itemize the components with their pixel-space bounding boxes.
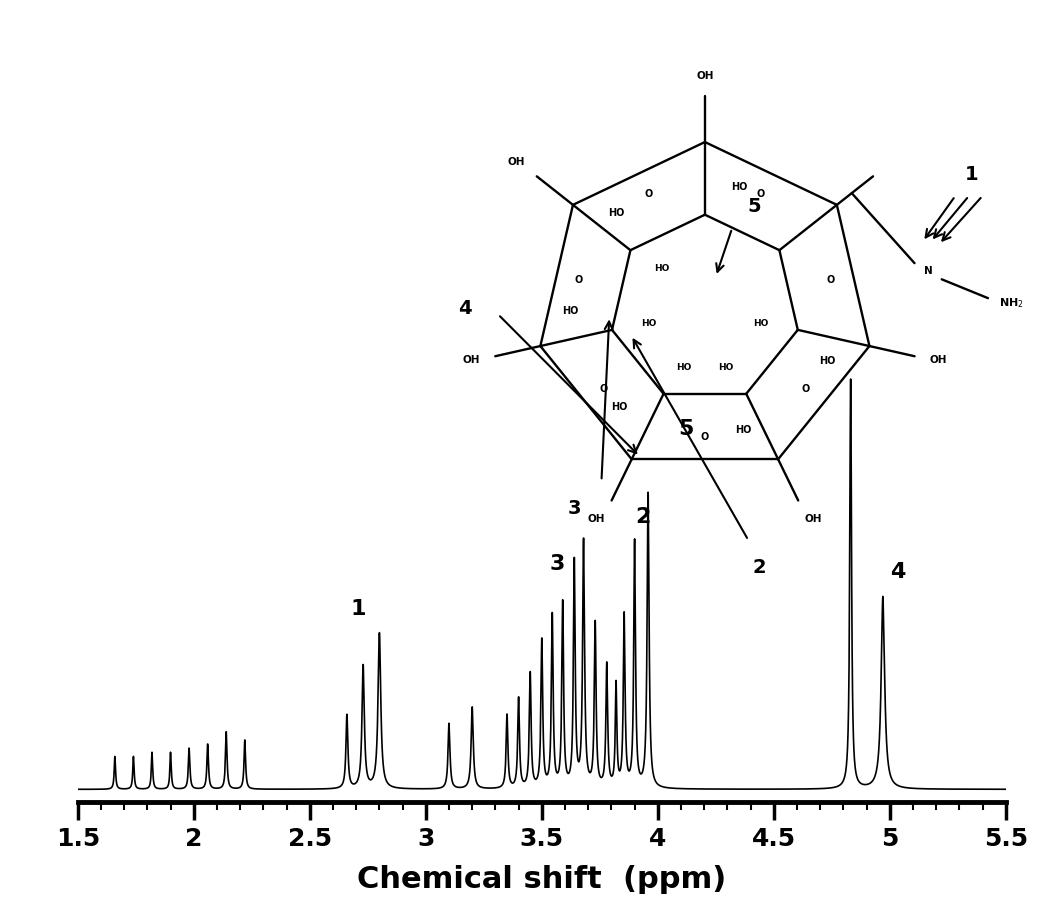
Text: OH: OH: [696, 71, 713, 81]
Text: OH: OH: [507, 157, 525, 167]
Text: HO: HO: [612, 403, 627, 413]
Text: 1: 1: [351, 599, 366, 619]
Text: NH$_2$: NH$_2$: [999, 297, 1024, 311]
Text: 3: 3: [567, 498, 581, 517]
Text: OH: OH: [588, 514, 605, 524]
Text: O: O: [599, 384, 608, 394]
Text: HO: HO: [641, 319, 656, 328]
Text: 2: 2: [753, 558, 766, 577]
Text: N: N: [924, 266, 932, 276]
Text: 2: 2: [635, 507, 650, 527]
Text: O: O: [757, 189, 765, 199]
Text: 5: 5: [747, 197, 761, 216]
Text: O: O: [645, 189, 653, 199]
Text: HO: HO: [819, 356, 836, 366]
Text: HO: HO: [676, 363, 692, 372]
Text: 4: 4: [458, 300, 472, 319]
Text: O: O: [802, 384, 810, 394]
Text: HO: HO: [653, 264, 669, 273]
Text: OH: OH: [463, 354, 480, 364]
Text: O: O: [701, 432, 709, 442]
Text: HO: HO: [563, 306, 579, 316]
Text: HO: HO: [735, 425, 751, 435]
X-axis label: Chemical shift  (ppm): Chemical shift (ppm): [357, 865, 727, 894]
Text: 1: 1: [964, 165, 979, 184]
Text: O: O: [826, 275, 835, 285]
Text: O: O: [574, 275, 583, 285]
Text: 4: 4: [890, 562, 905, 582]
Text: 3: 3: [550, 554, 564, 574]
Text: HO: HO: [609, 208, 625, 218]
Text: HO: HO: [753, 319, 768, 328]
Text: 5: 5: [678, 418, 694, 438]
Text: HO: HO: [718, 363, 733, 372]
Text: HO: HO: [731, 182, 748, 192]
Text: OH: OH: [929, 354, 947, 364]
Text: OH: OH: [805, 514, 822, 524]
